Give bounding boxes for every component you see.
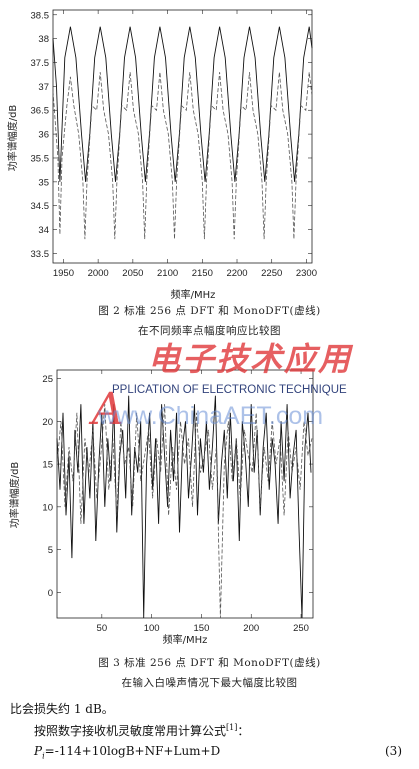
body-text-colon: ： — [237, 724, 250, 738]
series-line-solid — [52, 26, 313, 182]
fig3-caption-line2: 在输入白噪声情况下最大幅度比较图 — [121, 677, 298, 689]
formula-line: Pi=-114+10logB+NF+Lum+D — [34, 744, 220, 760]
formula-rhs: =-114+10logB+NF+Lum+D — [44, 744, 221, 758]
x-tick-label: 50 — [97, 623, 108, 634]
x-tick-label: 100 — [144, 623, 160, 634]
citation-ref: [1] — [226, 723, 238, 732]
y-tick-label: 38 — [38, 34, 49, 45]
x-tick-label: 2250 — [261, 268, 282, 279]
x-tick-label: 1950 — [53, 268, 74, 279]
x-tick-label: 250 — [293, 623, 309, 634]
y-tick-label: 37 — [38, 82, 49, 93]
x-tick-label: 150 — [194, 623, 210, 634]
fig2-caption-line1: 图 2 标准 256 点 DFT 和 MonoDFT(虚线) — [98, 305, 321, 317]
y-tick-label: 36 — [38, 130, 49, 141]
y-tick-label: 25 — [42, 374, 53, 385]
x-tick-label: 200 — [243, 623, 259, 634]
y-tick-label: 20 — [42, 417, 53, 428]
body-text-line2: 按照数字接收机灵敏度常用计算公式[1]： — [34, 722, 249, 739]
equation-number: (3) — [385, 744, 402, 758]
x-tick-label: 2300 — [296, 268, 317, 279]
y-tick-label: 34.5 — [31, 201, 50, 212]
fig2-plot-frame — [52, 9, 313, 264]
fig2-x-axis-label: 频率/MHz — [171, 288, 216, 301]
x-tick-label: 2100 — [157, 268, 178, 279]
fig3-plot-frame — [56, 369, 314, 619]
body-text-formula-intro: 按照数字接收机灵敏度常用计算公式 — [34, 724, 227, 738]
y-tick-label: 35 — [38, 177, 49, 188]
y-tick-label: 15 — [42, 460, 53, 471]
x-tick-label: 2000 — [88, 268, 109, 279]
x-tick-label: 2200 — [226, 268, 247, 279]
chart-fig3: 50 100 150 200 250 0 5 10 15 20 25 功率谱幅度/dB 频率/MHz — [8, 369, 314, 646]
x-tick-label: 2150 — [192, 268, 213, 279]
series-line-dashed — [52, 72, 313, 240]
y-tick-label: 10 — [42, 502, 53, 513]
y-tick-label: 37.5 — [31, 58, 50, 69]
fig2-y-axis-label: 功率谱幅度/dB — [6, 105, 19, 172]
series-line-dashed — [56, 404, 313, 619]
formula-sub: i — [42, 751, 45, 761]
y-tick-label: 5 — [48, 545, 53, 556]
fig3-caption-line1: 图 3 标准 256 点 DFT 和 MonoDFT(虚线) — [98, 657, 321, 669]
body-text-line1: 比会损失约 1 dB。 — [10, 702, 114, 716]
fig3-x-axis-label: 频率/MHz — [163, 633, 208, 646]
y-tick-label: 38.5 — [31, 10, 50, 21]
x-tick-label: 2050 — [122, 268, 143, 279]
y-tick-label: 0 — [48, 588, 53, 599]
y-tick-label: 33.5 — [31, 249, 50, 260]
fig3-y-axis-label: 功率谱幅度/dB — [8, 462, 21, 529]
y-tick-label: 35.5 — [31, 153, 50, 164]
formula-lhs: P — [34, 744, 43, 758]
chart-fig2: 1950 2000 2050 2100 2150 2200 2250 2300 33.5 34 34… — [6, 9, 317, 301]
fig2-caption-line2: 在不同频率点幅度响应比较图 — [138, 325, 281, 337]
y-tick-label: 36.5 — [31, 106, 50, 117]
y-tick-label: 34 — [38, 225, 49, 236]
